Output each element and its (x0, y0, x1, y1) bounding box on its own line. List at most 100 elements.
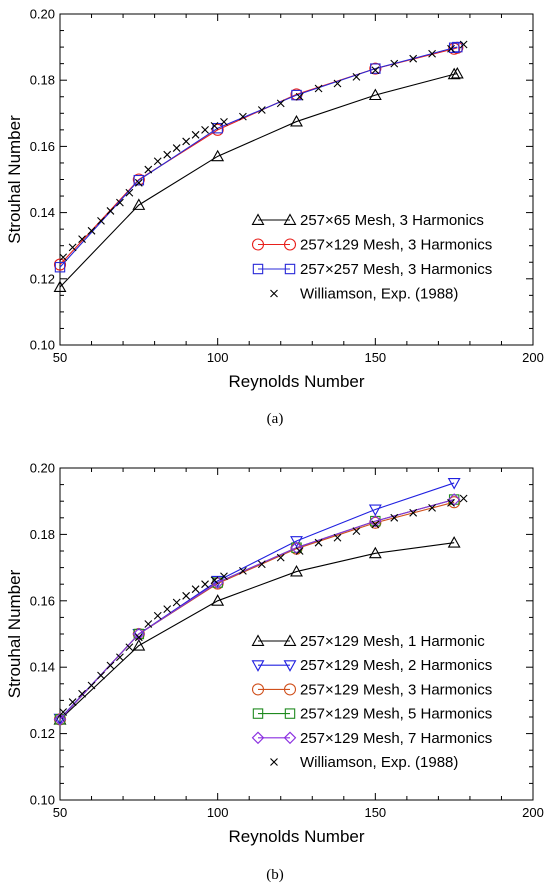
legend-label: Williamson, Exp. (1988) (300, 286, 458, 303)
data-point (125, 188, 134, 197)
legend-label: 257×129 Mesh, 7 Harmonics (300, 730, 492, 747)
legend-marker (283, 213, 297, 225)
data-point (78, 235, 86, 243)
legend-marker (251, 660, 265, 672)
legend-label: 257×65 Mesh, 3 Harmonics (300, 212, 484, 229)
data-point (212, 577, 223, 588)
legend-label: Williamson, Exp. (1988) (300, 754, 458, 771)
data-point (450, 66, 464, 79)
data-point (291, 542, 302, 553)
y-tick-label: 0.14 (30, 205, 55, 220)
data-point (133, 628, 145, 640)
data-point (163, 150, 172, 159)
x-tick-label: 100 (207, 350, 229, 365)
data-point (333, 533, 342, 542)
legend-marker (283, 683, 297, 696)
legend-entry: 257×129 Mesh, 3 Harmonics (251, 681, 492, 698)
x-tick-label: 150 (364, 805, 386, 820)
data-point (295, 547, 304, 555)
chart-panel-b: 50 100 150 200 0.10 0.12 0.14 0.16 0.18 0.20 Reyno… (0, 444, 550, 888)
data-point (211, 594, 225, 606)
legend-label: 257×129 Mesh, 3 Harmonics (300, 681, 492, 698)
data-point (257, 560, 266, 569)
legend-marker (251, 683, 265, 696)
legend-marker (251, 238, 265, 251)
data-point (370, 63, 381, 74)
data-point (409, 54, 418, 63)
data-point (172, 144, 181, 152)
data-point (211, 149, 225, 162)
data-point (409, 508, 418, 517)
x-tick-label: 50 (53, 350, 67, 365)
data-point (116, 653, 124, 662)
data-point (290, 114, 303, 127)
data-point (371, 520, 380, 529)
data-point (447, 536, 461, 548)
data-point (133, 174, 145, 186)
data-point (87, 226, 96, 235)
data-point (352, 527, 361, 535)
data-point (87, 681, 96, 690)
y-axis-title: Strouhal Number (5, 115, 24, 244)
legend-label: 257×129 Mesh, 2 Harmonics (300, 657, 492, 674)
data-point (132, 638, 146, 651)
data-point (210, 576, 219, 585)
data-point (78, 689, 86, 698)
legend-marker (283, 238, 297, 251)
legend-marker (284, 708, 296, 719)
data-point (116, 198, 124, 207)
y-tick-label: 0.20 (30, 461, 55, 476)
series-group (54, 41, 463, 273)
legend-marker (283, 634, 297, 646)
data-point (390, 59, 399, 68)
data-point (448, 494, 460, 505)
legend-label: 257×129 Mesh, 5 Harmonics (300, 706, 492, 723)
legend-marker (270, 758, 278, 766)
legend-label: 257×129 Mesh, 1 Harmonic (300, 633, 485, 650)
data-point (106, 661, 115, 670)
y-tick-label: 0.10 (30, 338, 55, 353)
y-tick-label: 0.20 (30, 7, 55, 22)
figure-caption: (b) (266, 867, 284, 883)
data-point (290, 541, 303, 554)
data-point (53, 258, 67, 271)
data-point (132, 627, 146, 641)
series-line (59, 46, 458, 268)
data-point (290, 564, 303, 577)
y-tick-label: 0.12 (30, 726, 55, 741)
y-tick-label: 0.18 (30, 73, 55, 88)
y-tick-label: 0.14 (30, 660, 55, 675)
legend-entry: 257×129 Mesh, 2 Harmonics (251, 657, 492, 674)
data-point (447, 498, 455, 507)
y-tick-label: 0.18 (30, 527, 55, 542)
y-tick-label: 0.12 (30, 271, 55, 286)
data-point (97, 671, 105, 680)
data-point (314, 538, 323, 547)
data-point (220, 118, 228, 126)
chart-a-svg: 50 100 150 200 0.10 0.12 0.14 0.16 0.18 0.20 Reyno… (5, 7, 544, 428)
data-point (163, 605, 172, 613)
data-point (54, 261, 66, 273)
legend-label: 257×129 Mesh, 3 Harmonics (300, 237, 492, 254)
legend-entry: 257×129 Mesh, 7 Harmonics (251, 730, 492, 747)
legend-marker (283, 660, 297, 672)
data-point (212, 122, 223, 134)
data-point (172, 598, 181, 607)
data-point (448, 496, 461, 509)
data-point (447, 44, 455, 53)
legend-label: 257×257 Mesh, 3 Harmonics (300, 261, 492, 278)
legend-marker (251, 731, 265, 745)
legend-entry: 257×129 Mesh, 3 Harmonics (251, 237, 492, 254)
series-group (53, 66, 464, 293)
data-point (257, 106, 266, 114)
legend-marker (284, 263, 296, 275)
legend-entry: 257×129 Mesh, 5 Harmonics (252, 706, 492, 723)
series-line (59, 73, 458, 288)
data-point (134, 633, 143, 642)
data-point (459, 494, 468, 503)
legend-entry: 257×257 Mesh, 3 Harmonics (252, 261, 492, 278)
x-tick-label: 50 (53, 805, 67, 820)
data-point (220, 572, 228, 581)
data-point (106, 207, 115, 215)
figure-caption: (a) (267, 411, 284, 427)
